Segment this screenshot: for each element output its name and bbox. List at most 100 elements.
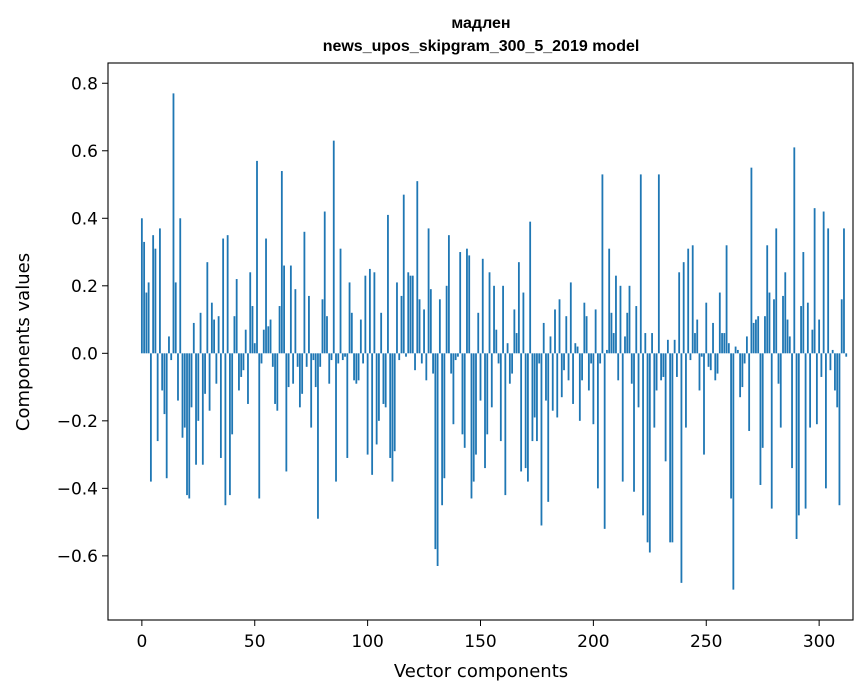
bar-component-296 bbox=[809, 353, 812, 428]
bar-component-289 bbox=[793, 147, 796, 354]
bar-component-217 bbox=[630, 353, 633, 384]
bar-component-26 bbox=[199, 312, 202, 354]
bar-component-113 bbox=[396, 282, 398, 354]
bar-component-141 bbox=[459, 252, 462, 354]
bar-component-287 bbox=[788, 336, 791, 354]
bar-component-130 bbox=[434, 353, 437, 550]
x-tick-label: 250 bbox=[690, 632, 722, 652]
bar-component-213 bbox=[621, 353, 624, 482]
bar-component-136 bbox=[447, 235, 450, 354]
bar-component-105 bbox=[378, 353, 380, 421]
bar-component-124 bbox=[420, 353, 423, 364]
bar-component-88 bbox=[339, 248, 342, 354]
bar-component-181 bbox=[549, 336, 552, 354]
bar-component-221 bbox=[639, 174, 642, 354]
bar-component-40 bbox=[231, 353, 234, 435]
bar-component-195 bbox=[581, 353, 583, 381]
bar-component-201 bbox=[594, 309, 597, 354]
bar-component-308 bbox=[836, 353, 839, 408]
bar-component-286 bbox=[786, 319, 789, 354]
bar-component-197 bbox=[585, 316, 588, 354]
bar-component-117 bbox=[405, 353, 407, 357]
bar-component-95 bbox=[355, 353, 358, 384]
bar-component-111 bbox=[391, 353, 394, 482]
bar-component-51 bbox=[256, 160, 258, 354]
bar-component-187 bbox=[563, 353, 565, 371]
bar-component-64 bbox=[285, 353, 288, 472]
bar-component-55 bbox=[265, 238, 267, 354]
bar-component-157 bbox=[495, 329, 498, 354]
bar-component-267 bbox=[743, 353, 746, 364]
bar-component-216 bbox=[628, 285, 631, 354]
bar-component-249 bbox=[703, 353, 705, 455]
bar-component-92 bbox=[348, 282, 351, 354]
bar-component-279 bbox=[770, 353, 773, 509]
bar-component-53 bbox=[260, 353, 263, 364]
bar-component-156 bbox=[493, 285, 495, 354]
bar-component-94 bbox=[353, 353, 355, 381]
bar-component-239 bbox=[680, 353, 683, 583]
bar-component-305 bbox=[829, 353, 832, 371]
bar-component-170 bbox=[524, 353, 527, 469]
bar-component-50 bbox=[253, 343, 256, 354]
bar-component-241 bbox=[685, 353, 687, 428]
chart-title: мадлен bbox=[451, 15, 510, 32]
bar-component-78 bbox=[317, 353, 319, 519]
bar-component-98 bbox=[362, 353, 365, 364]
bar-component-229 bbox=[657, 174, 660, 354]
bar-component-128 bbox=[429, 289, 432, 354]
bar-component-254 bbox=[714, 353, 717, 381]
bar-component-72 bbox=[303, 231, 306, 354]
bar-component-97 bbox=[359, 319, 362, 354]
bar-component-282 bbox=[777, 353, 780, 384]
bars-group bbox=[140, 93, 848, 590]
bar-component-184 bbox=[556, 353, 559, 418]
bar-component-310 bbox=[840, 299, 843, 354]
bar-component-121 bbox=[414, 353, 416, 371]
bar-component-212 bbox=[619, 285, 622, 354]
bar-component-202 bbox=[596, 353, 599, 489]
bar-component-58 bbox=[271, 353, 274, 367]
bar-component-67 bbox=[292, 353, 295, 384]
bar-component-114 bbox=[398, 353, 401, 361]
bar-component-307 bbox=[834, 353, 836, 391]
bar-component-205 bbox=[603, 353, 606, 529]
bar-component-29 bbox=[206, 262, 209, 354]
bar-component-193 bbox=[576, 346, 579, 354]
bar-component-115 bbox=[400, 295, 403, 354]
bar-component-89 bbox=[341, 353, 344, 361]
bar-component-27 bbox=[201, 353, 204, 465]
bar-component-163 bbox=[508, 353, 511, 384]
bar-component-131 bbox=[436, 353, 439, 566]
bar-component-226 bbox=[651, 333, 653, 354]
bar-component-255 bbox=[716, 353, 719, 374]
bar-component-99 bbox=[364, 275, 367, 354]
bar-component-20 bbox=[186, 353, 188, 496]
bar-component-271 bbox=[752, 322, 755, 354]
bar-component-312 bbox=[845, 353, 848, 357]
bar-component-87 bbox=[337, 353, 340, 364]
bar-component-233 bbox=[666, 339, 669, 354]
bar-component-283 bbox=[779, 353, 782, 428]
y-tick-label: 0.8 bbox=[71, 74, 98, 94]
bar-component-0 bbox=[140, 218, 143, 354]
bar-component-63 bbox=[283, 265, 285, 354]
bar-component-18 bbox=[181, 353, 184, 438]
bar-component-228 bbox=[655, 353, 658, 391]
bar-component-242 bbox=[687, 248, 690, 354]
bar-component-32 bbox=[213, 319, 216, 354]
bar-component-150 bbox=[479, 353, 482, 401]
bar-component-272 bbox=[755, 319, 757, 354]
bar-component-247 bbox=[698, 353, 701, 391]
bar-component-140 bbox=[457, 353, 459, 357]
bar-component-103 bbox=[373, 272, 376, 354]
x-axis-ticks: 0 50 100 150 200 250 300 bbox=[136, 620, 835, 652]
bar-component-134 bbox=[443, 353, 446, 479]
bar-component-218 bbox=[633, 353, 635, 492]
bar-component-206 bbox=[606, 349, 608, 354]
bar-component-185 bbox=[558, 299, 561, 354]
x-tick-label: 50 bbox=[244, 632, 266, 652]
bar-component-5 bbox=[152, 235, 155, 354]
bar-component-278 bbox=[768, 292, 771, 354]
